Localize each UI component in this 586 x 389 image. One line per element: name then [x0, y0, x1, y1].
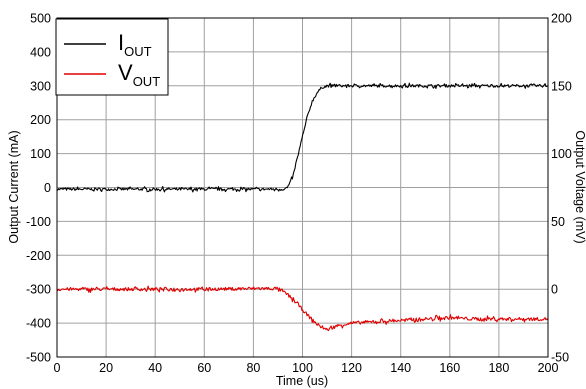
y-right-tick-label: 50 — [551, 215, 565, 229]
series-line-iout — [56, 82, 548, 193]
y-axis-left-title: Output Current (mA) — [7, 130, 21, 243]
x-axis-title: Time (us) — [276, 374, 328, 388]
y-left-tick-label: 200 — [30, 113, 51, 127]
y-left-tick-label: 400 — [30, 45, 51, 59]
y-left-tick-label: -500 — [26, 351, 51, 365]
legend-label-current: IOUT — [118, 30, 152, 59]
x-tick-label: 60 — [197, 361, 211, 375]
legend-box — [55, 18, 169, 96]
y-right-tick-label: 150 — [551, 79, 572, 93]
y-right-tick-label: 0 — [551, 283, 558, 297]
y-right-tick-label: -50 — [551, 351, 569, 365]
y-right-tick-label: 100 — [551, 147, 572, 161]
x-tick-label: 100 — [292, 361, 313, 375]
x-tick-label: 160 — [439, 361, 460, 375]
y-left-tick-label: -100 — [26, 215, 51, 229]
series-line-vout — [56, 285, 548, 332]
y-left-tick-label: -300 — [26, 283, 51, 297]
x-tick-label: 140 — [390, 361, 411, 375]
y-right-tick-label: 200 — [551, 12, 572, 26]
x-tick-label: 0 — [54, 361, 61, 375]
x-tick-label: 80 — [246, 361, 260, 375]
tick-labels: 0 20 40 60 80 100 120 140 160 180 2005004003002001… — [26, 12, 572, 376]
series-layer — [56, 82, 548, 332]
y-left-tick-label: 0 — [44, 181, 51, 195]
x-tick-label: 20 — [99, 361, 113, 375]
plot-frame — [56, 17, 549, 358]
legend-label-voltage: VOUT — [118, 60, 160, 89]
legend: IOUT VOUT — [55, 18, 169, 96]
x-tick-label: 180 — [488, 361, 509, 375]
y-axis-right-title: Output Voltage (mV) — [573, 130, 586, 243]
y-left-tick-label: 100 — [30, 147, 51, 161]
y-left-tick-label: -200 — [26, 249, 51, 263]
y-left-tick-label: 500 — [30, 12, 51, 26]
x-tick-label: 200 — [538, 361, 559, 375]
y-left-tick-label: -400 — [26, 317, 51, 331]
x-tick-label: 120 — [341, 361, 362, 375]
x-tick-label: 40 — [148, 361, 162, 375]
y-left-tick-label: 300 — [30, 79, 51, 93]
